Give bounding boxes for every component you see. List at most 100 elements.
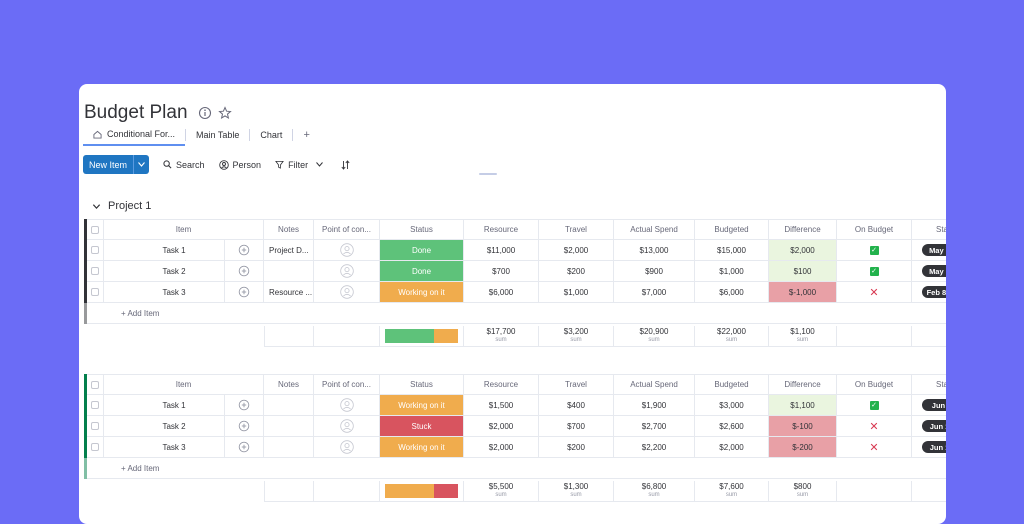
- notes-cell[interactable]: [264, 437, 314, 458]
- add-view-button[interactable]: +: [293, 124, 319, 146]
- select-all-cell[interactable]: [87, 374, 104, 395]
- column-header-difference[interactable]: Difference: [769, 219, 837, 240]
- row-select-cell[interactable]: [87, 282, 104, 303]
- difference-cell[interactable]: $100: [769, 261, 837, 282]
- tab-chart[interactable]: Chart: [250, 124, 292, 146]
- table-row[interactable]: Task 2 Stuck $2,000 $700 $2,700 $2,600 $-100 ✕ J…: [84, 416, 946, 437]
- add-item-label[interactable]: + Add Item: [121, 309, 160, 318]
- travel-cell[interactable]: $1,000: [539, 282, 614, 303]
- avatar-placeholder-icon[interactable]: [339, 285, 354, 299]
- new-item-button[interactable]: New Item: [83, 155, 150, 174]
- start-date-cell[interactable]: May 12 - 1: [912, 261, 946, 282]
- column-header-actual[interactable]: Actual Spend: [614, 219, 695, 240]
- updates-cell[interactable]: [224, 395, 264, 416]
- budgeted-cell[interactable]: $2,600: [695, 416, 769, 437]
- budgeted-cell[interactable]: $3,000: [695, 395, 769, 416]
- budgeted-cell[interactable]: $2,000: [695, 437, 769, 458]
- column-header-budgeted[interactable]: Budgeted: [695, 374, 769, 395]
- resource-cell[interactable]: $6,000: [464, 282, 539, 303]
- add-update-icon[interactable]: [238, 286, 250, 298]
- date-range-pill[interactable]: Jun 2 - 9: [922, 399, 946, 411]
- avatar-placeholder-icon[interactable]: [339, 264, 354, 278]
- updates-cell[interactable]: [224, 416, 264, 437]
- resource-cell[interactable]: $1,500: [464, 395, 539, 416]
- item-name-cell[interactable]: Task 1: [104, 240, 244, 261]
- on-budget-cell[interactable]: ✕: [837, 437, 912, 458]
- budgeted-cell[interactable]: $6,000: [695, 282, 769, 303]
- notes-cell[interactable]: [264, 261, 314, 282]
- status-cell[interactable]: Working on it: [380, 437, 464, 458]
- table-row[interactable]: Task 1 Working on it $1,500 $400 $1,900 $3,00…: [84, 395, 946, 416]
- difference-cell[interactable]: $-1,000: [769, 282, 837, 303]
- date-range-pill[interactable]: Jun 14 - 1: [922, 420, 946, 432]
- column-header-status[interactable]: Status: [380, 374, 464, 395]
- resource-cell[interactable]: $700: [464, 261, 539, 282]
- tab-conditional-formatting[interactable]: Conditional For...: [83, 124, 186, 146]
- date-range-pill[interactable]: May 12 - 1: [922, 265, 946, 277]
- column-header-difference[interactable]: Difference: [769, 374, 837, 395]
- item-name-cell[interactable]: Task 3: [104, 282, 244, 303]
- checkbox[interactable]: [91, 288, 99, 296]
- item-name-cell[interactable]: Task 2: [104, 261, 244, 282]
- add-item-label[interactable]: + Add Item: [121, 464, 160, 473]
- add-item-row[interactable]: + Add Item: [84, 458, 946, 479]
- avatar-placeholder-icon[interactable]: [339, 440, 354, 454]
- table-row[interactable]: Task 1 Project D... Done $11,000 $2,000 $13,0…: [84, 240, 946, 261]
- column-header-resource[interactable]: Resource: [464, 374, 539, 395]
- status-cell[interactable]: Working on it: [380, 282, 464, 303]
- search-button[interactable]: Search: [163, 160, 205, 170]
- start-date-cell[interactable]: Jun 2 - 9: [912, 395, 946, 416]
- person-filter-button[interactable]: Person: [218, 160, 261, 170]
- start-date-cell[interactable]: Feb 8 - May: [912, 282, 946, 303]
- item-name-cell[interactable]: Task 3: [104, 437, 244, 458]
- notes-cell[interactable]: [264, 416, 314, 437]
- date-range-pill[interactable]: Feb 8 - May: [922, 286, 946, 298]
- column-header-actual[interactable]: Actual Spend: [614, 374, 695, 395]
- column-header-item[interactable]: Item: [104, 219, 264, 240]
- notes-cell[interactable]: Project D...: [264, 240, 314, 261]
- status-cell[interactable]: Done: [380, 261, 464, 282]
- add-update-icon[interactable]: [238, 420, 250, 432]
- filter-button[interactable]: Filter: [275, 160, 327, 170]
- star-icon[interactable]: [217, 106, 232, 120]
- person-cell[interactable]: [314, 437, 380, 458]
- status-distribution-bar[interactable]: [384, 484, 459, 498]
- avatar-placeholder-icon[interactable]: [339, 243, 354, 257]
- checkbox[interactable]: [91, 267, 99, 275]
- avatar-placeholder-icon[interactable]: [339, 419, 354, 433]
- resource-cell[interactable]: $2,000: [464, 416, 539, 437]
- avatar-placeholder-icon[interactable]: [339, 398, 354, 412]
- updates-cell[interactable]: [224, 437, 264, 458]
- person-cell[interactable]: [314, 416, 380, 437]
- difference-cell[interactable]: $2,000: [769, 240, 837, 261]
- date-range-pill[interactable]: May 12 - 1: [922, 244, 946, 256]
- start-date-cell[interactable]: May 12 - 1: [912, 240, 946, 261]
- table-row[interactable]: Task 2 Done$700$200$900$1,000$100 ✓ May 12 …: [84, 261, 946, 282]
- difference-cell[interactable]: $1,100: [769, 395, 837, 416]
- on-budget-cell[interactable]: ✕: [837, 416, 912, 437]
- row-select-cell[interactable]: [87, 261, 104, 282]
- chevron-down-icon[interactable]: [92, 202, 101, 211]
- checkbox[interactable]: [91, 443, 99, 451]
- actual-cell[interactable]: $2,200: [614, 437, 695, 458]
- checkbox[interactable]: [91, 246, 99, 254]
- resource-cell[interactable]: $2,000: [464, 437, 539, 458]
- column-header-travel[interactable]: Travel: [539, 219, 614, 240]
- row-select-cell[interactable]: [87, 240, 104, 261]
- column-header-status[interactable]: Status: [380, 219, 464, 240]
- updates-cell[interactable]: [224, 282, 264, 303]
- start-date-cell[interactable]: Jun 14 - 1: [912, 416, 946, 437]
- column-header-on_budget[interactable]: On Budget: [837, 219, 912, 240]
- travel-cell[interactable]: $700: [539, 416, 614, 437]
- actual-cell[interactable]: $1,900: [614, 395, 695, 416]
- status-cell[interactable]: Working on it: [380, 395, 464, 416]
- table-row[interactable]: Task 3 Working on it $2,000 $200 $2,200 $2,00…: [84, 437, 946, 458]
- actual-cell[interactable]: $900: [614, 261, 695, 282]
- date-range-pill[interactable]: Jun 16 - 2: [922, 441, 946, 453]
- column-header-notes[interactable]: Notes: [264, 219, 314, 240]
- add-update-icon[interactable]: [238, 441, 250, 453]
- travel-cell[interactable]: $400: [539, 395, 614, 416]
- actual-cell[interactable]: $2,700: [614, 416, 695, 437]
- row-select-cell[interactable]: [87, 437, 104, 458]
- budgeted-cell[interactable]: $1,000: [695, 261, 769, 282]
